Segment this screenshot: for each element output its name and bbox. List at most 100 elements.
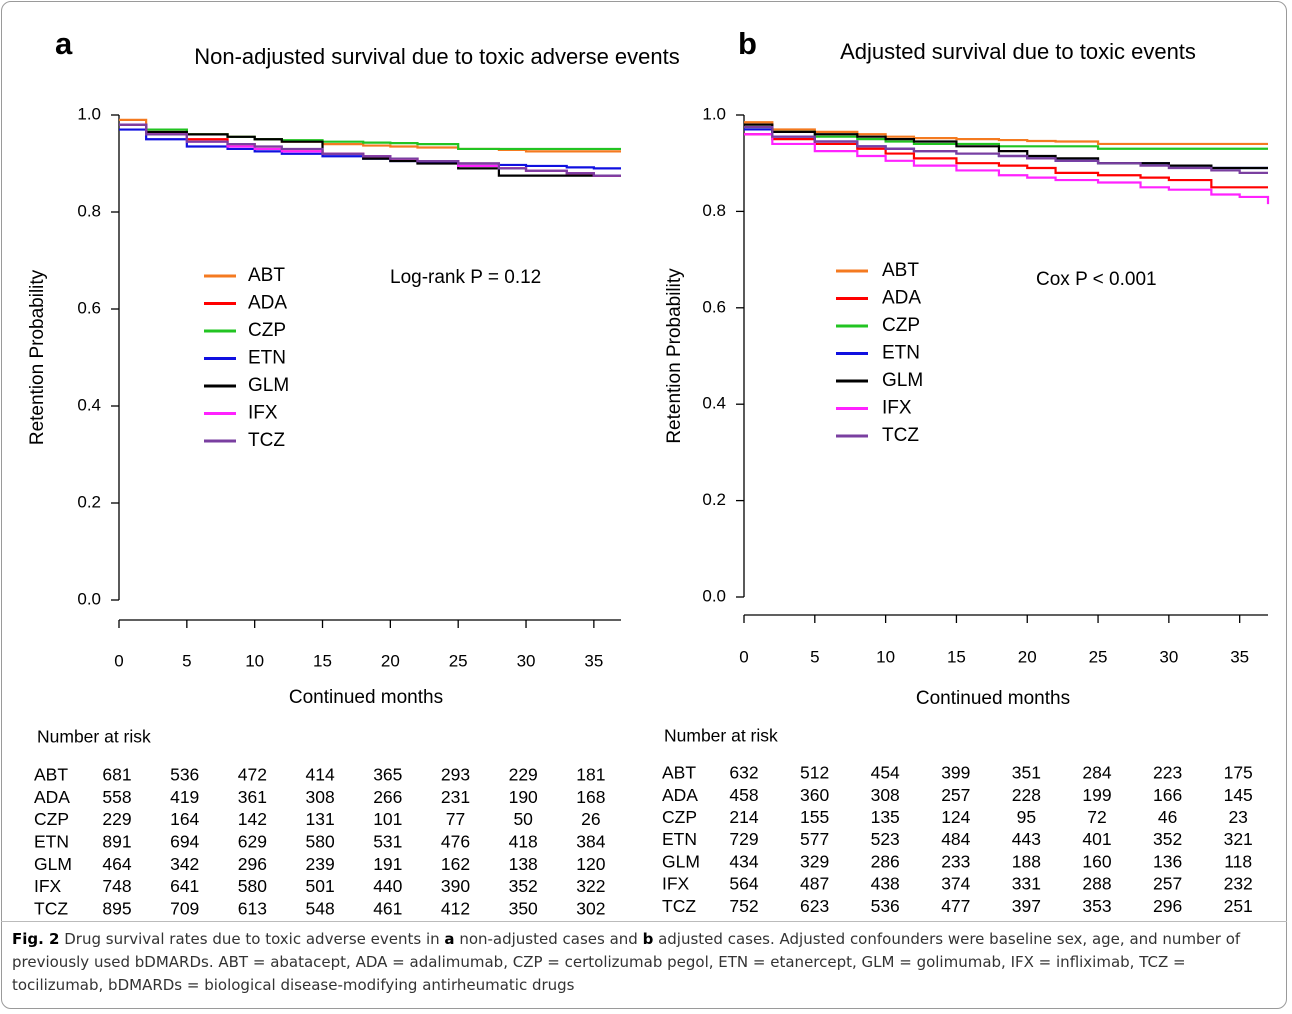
legend-label: TCZ — [882, 425, 919, 446]
risk-count: 641 — [170, 876, 199, 896]
risk-count: 536 — [871, 896, 900, 916]
chart-title: Adjusted survival due to toxic events — [840, 39, 1196, 64]
risk-count: 558 — [102, 787, 131, 807]
x-tick-label: 0 — [739, 647, 748, 666]
x-axis-label: Continued months — [916, 688, 1070, 709]
x-tick-label: 0 — [114, 651, 123, 670]
risk-count: 531 — [373, 832, 402, 852]
risk-count: 23 — [1228, 807, 1247, 827]
risk-count: 419 — [170, 787, 199, 807]
y-tick-label: 0.4 — [77, 395, 101, 414]
legend-label: IFX — [882, 398, 912, 419]
risk-count: 564 — [729, 874, 758, 894]
risk-count: 681 — [102, 765, 131, 785]
risk-count: 214 — [729, 807, 758, 827]
x-tick-label: 20 — [1018, 647, 1037, 666]
risk-row-name: ADA — [34, 787, 70, 807]
panel-label: b — [738, 26, 757, 61]
risk-count: 350 — [509, 898, 538, 918]
risk-count: 302 — [576, 898, 605, 918]
risk-count: 26 — [581, 809, 600, 829]
chart: a Non-adjusted survival due to toxic adve… — [27, 26, 1270, 918]
x-tick-label: 10 — [245, 651, 264, 670]
risk-count: 632 — [729, 763, 758, 783]
x-tick-label: 30 — [517, 651, 536, 670]
risk-count: 288 — [1082, 874, 1111, 894]
risk-count: 374 — [941, 874, 970, 894]
risk-table-title: Number at risk — [664, 726, 778, 746]
risk-count: 166 — [1153, 785, 1182, 805]
risk-count: 487 — [800, 874, 829, 894]
x-tick-label: 15 — [947, 647, 966, 666]
y-tick-label: 0.2 — [77, 492, 101, 511]
risk-count: 523 — [871, 829, 900, 849]
legend-label: ADA — [248, 293, 287, 314]
risk-count: 72 — [1087, 807, 1106, 827]
risk-count: 501 — [305, 876, 334, 896]
legend-label: ADA — [882, 288, 921, 309]
risk-count: 308 — [871, 785, 900, 805]
risk-count: 257 — [1153, 874, 1182, 894]
risk-count: 162 — [441, 854, 470, 874]
risk-count: 284 — [1082, 763, 1111, 783]
risk-count: 181 — [576, 765, 605, 785]
risk-count: 351 — [1012, 763, 1041, 783]
risk-row-name: IFX — [34, 876, 62, 896]
y-axis-label: Retention Probability — [664, 268, 685, 444]
x-tick-label: 25 — [1089, 647, 1108, 666]
x-tick-label: 5 — [810, 647, 819, 666]
risk-count: 50 — [513, 809, 533, 829]
risk-count: 399 — [941, 763, 970, 783]
caption-text: b — [642, 930, 654, 948]
risk-count: 138 — [509, 854, 538, 874]
y-tick-label: 0.6 — [702, 297, 726, 316]
legend-label: GLM — [248, 375, 289, 396]
risk-count: 461 — [373, 898, 402, 918]
y-tick-label: 0.8 — [702, 201, 726, 220]
risk-count: 199 — [1082, 785, 1111, 805]
risk-count: 412 — [441, 898, 470, 918]
survival-curve — [119, 123, 621, 177]
risk-count: 891 — [102, 832, 131, 852]
risk-count: 613 — [238, 898, 267, 918]
risk-count: 286 — [871, 851, 900, 871]
risk-count: 101 — [373, 809, 402, 829]
risk-count: 293 — [441, 765, 470, 785]
risk-count: 454 — [871, 763, 900, 783]
legend-label: CZP — [882, 315, 920, 336]
risk-count: 190 — [509, 787, 538, 807]
annotation: Cox P < 0.001 — [1036, 269, 1157, 290]
legend-label: TCZ — [248, 430, 285, 451]
risk-count: 748 — [102, 876, 131, 896]
risk-count: 353 — [1082, 896, 1111, 916]
risk-count: 239 — [305, 854, 334, 874]
legend-label: CZP — [248, 320, 286, 341]
risk-count: 160 — [1082, 851, 1111, 871]
risk-count: 472 — [238, 765, 267, 785]
risk-count: 365 — [373, 765, 402, 785]
risk-count: 342 — [170, 854, 199, 874]
risk-count: 191 — [373, 854, 402, 874]
risk-row-name: CZP — [34, 809, 69, 829]
y-tick-label: 0.2 — [702, 490, 726, 509]
legend-label: ABT — [248, 265, 285, 286]
risk-row-name: ABT — [34, 765, 68, 785]
y-tick-label: 0.0 — [702, 586, 726, 605]
survival-curve — [119, 123, 621, 177]
risk-count: 131 — [305, 809, 334, 829]
risk-count: 629 — [238, 832, 267, 852]
x-tick-label: 10 — [876, 647, 895, 666]
risk-count: 296 — [238, 854, 267, 874]
legend-label: ETN — [248, 348, 286, 369]
risk-count: 232 — [1224, 874, 1253, 894]
risk-count: 329 — [800, 851, 829, 871]
risk-count: 477 — [941, 896, 970, 916]
risk-count: 360 — [800, 785, 829, 805]
risk-count: 124 — [941, 807, 970, 827]
risk-row-name: IFX — [662, 874, 690, 894]
y-tick-label: 0.4 — [702, 394, 726, 413]
risk-count: 308 — [305, 787, 334, 807]
risk-count: 434 — [729, 851, 758, 871]
risk-count: 418 — [509, 832, 538, 852]
